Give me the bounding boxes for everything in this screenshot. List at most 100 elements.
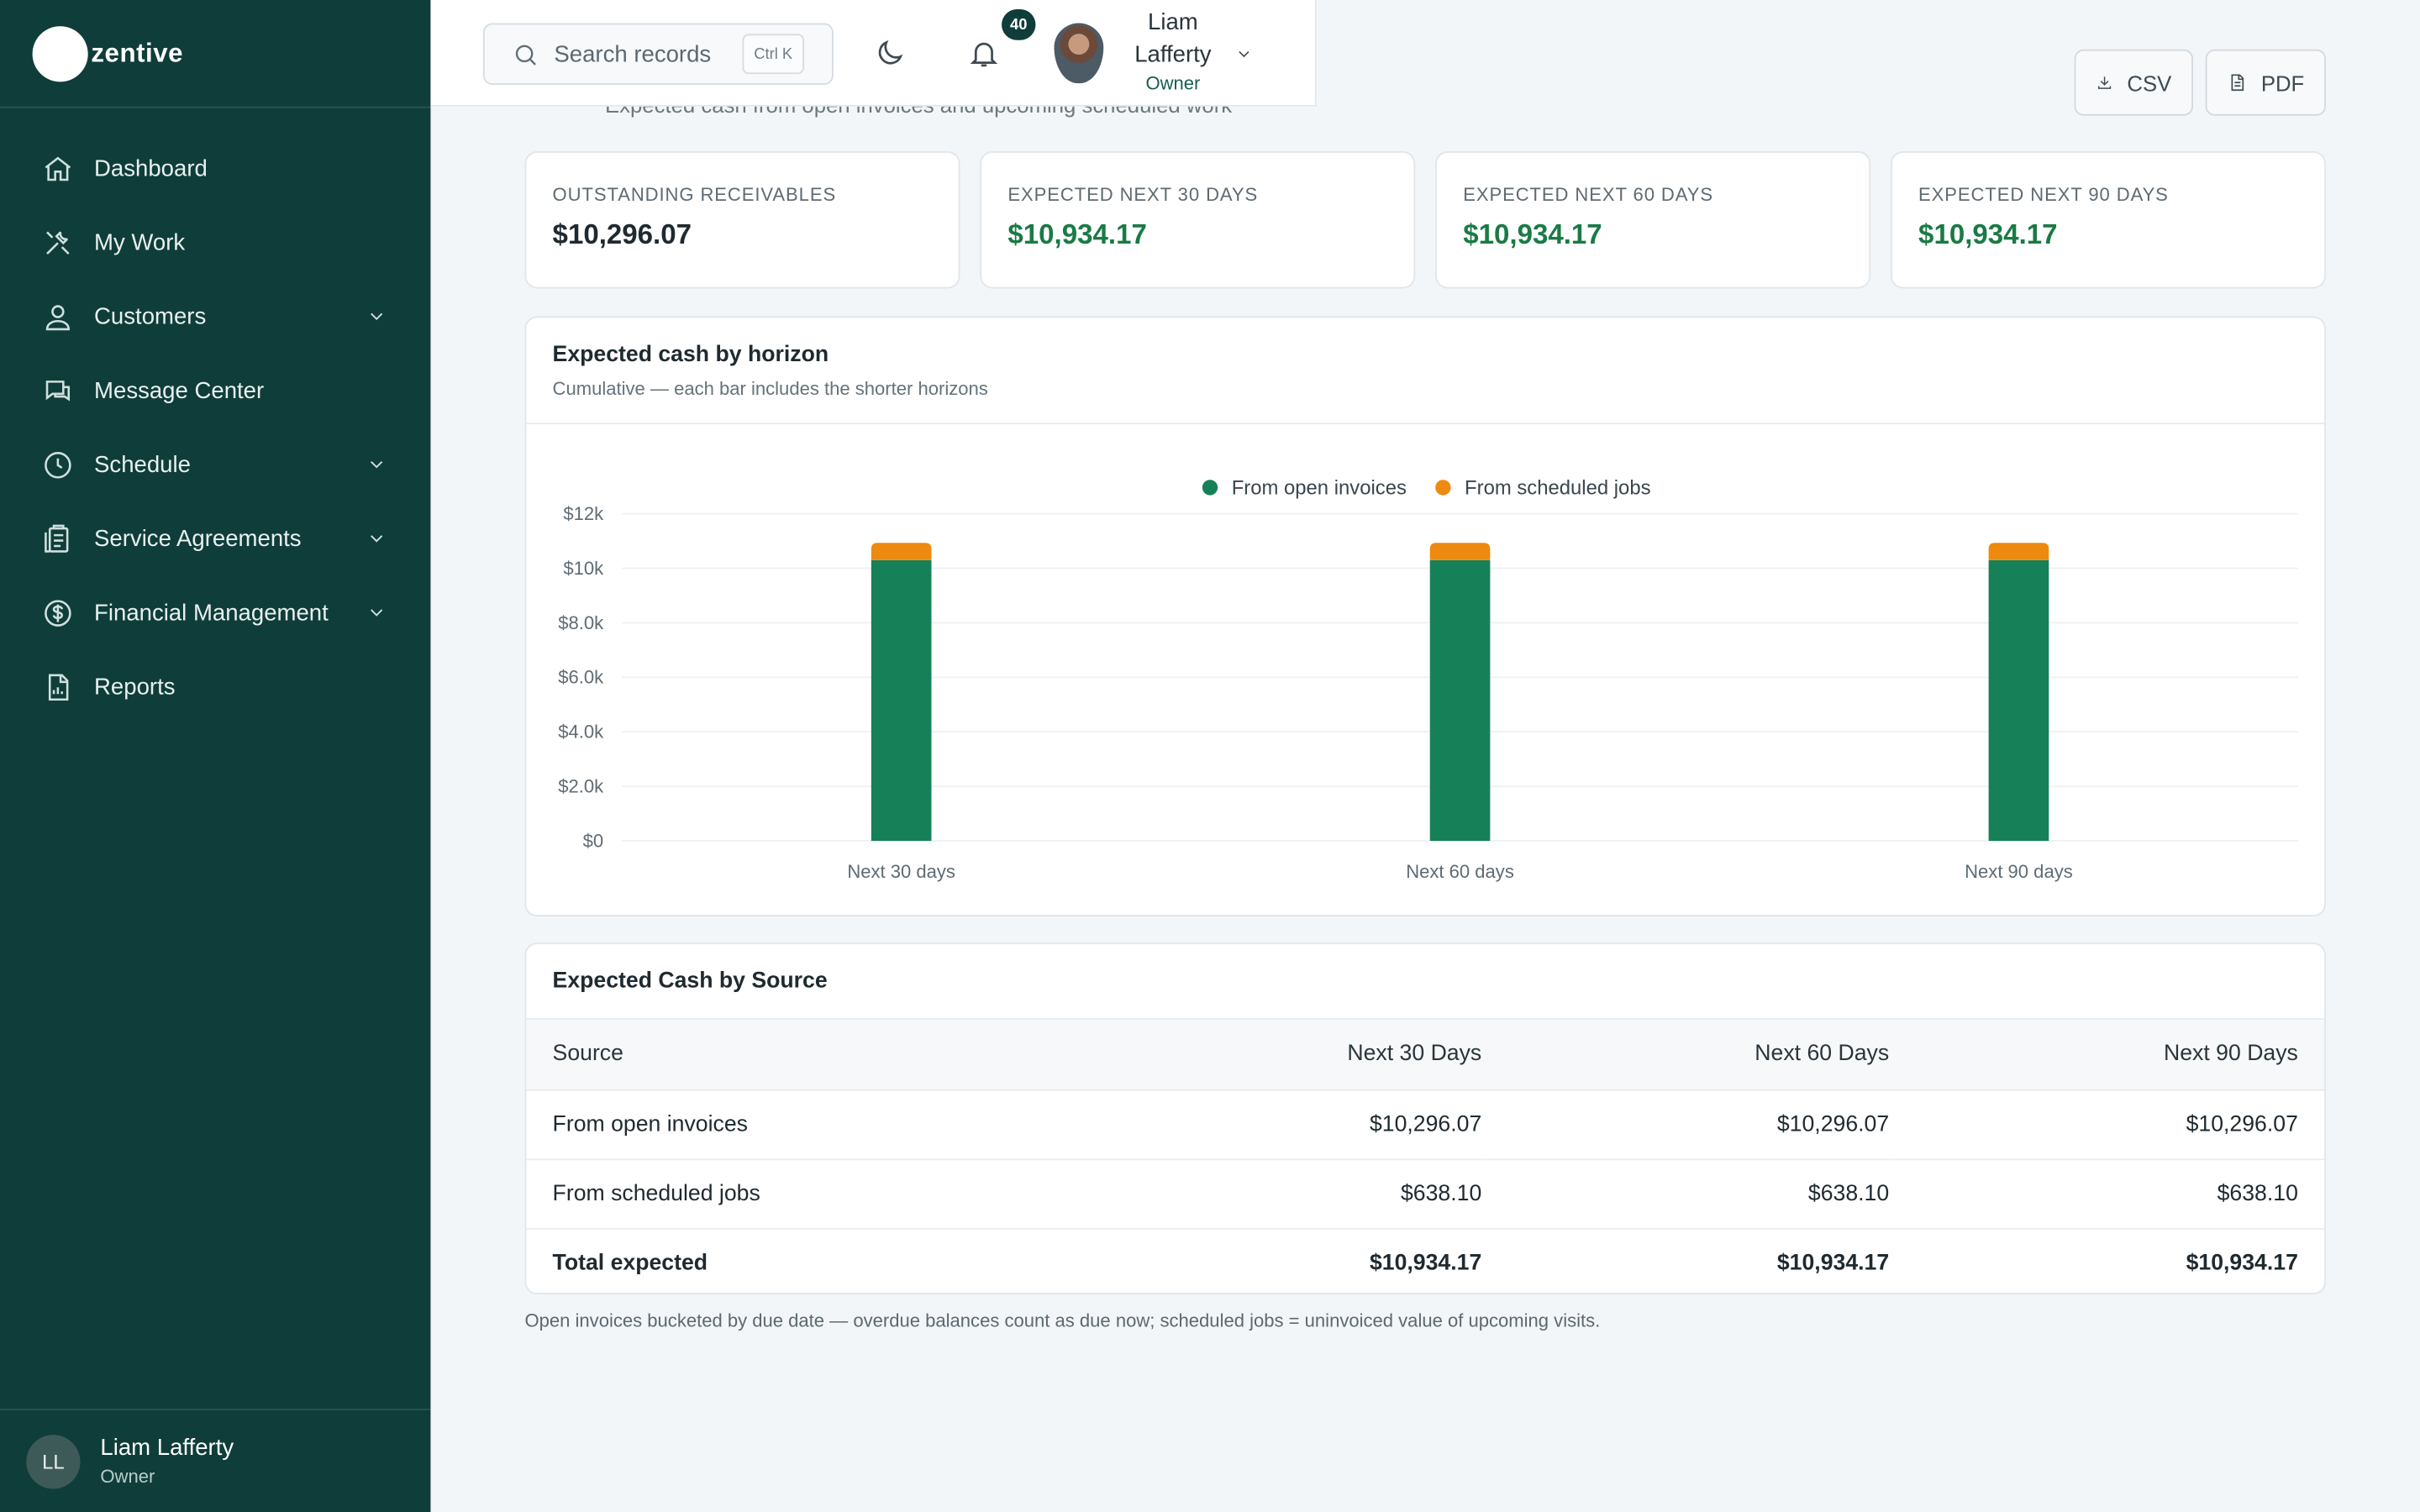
kpi-value: $10,934.17 — [1007, 218, 1147, 250]
search-input[interactable]: Search records Ctrl K — [482, 23, 834, 86]
table-total-row: Total expected $10,934.17 $10,934.17 $10… — [526, 1228, 2324, 1293]
column-header: Source — [526, 1020, 1082, 1090]
sidebar-item-financial-management[interactable]: Financial Management — [0, 575, 430, 649]
sidebar-item-service-agreements[interactable]: Service Agreements — [0, 501, 430, 575]
table-cell: $10,934.17 — [1776, 1251, 1890, 1276]
search-shortcut: Ctrl K — [742, 34, 804, 75]
sidebar-user-name: Liam Lafferty — [100, 1435, 234, 1462]
avatar: LL — [26, 1434, 81, 1488]
chart-title: Expected cash by horizon — [552, 342, 829, 368]
sidebar-item-dashboard[interactable]: Dashboard — [0, 131, 430, 205]
chevron-down-icon[interactable] — [366, 454, 387, 475]
table-cell: From open invoices — [526, 1089, 1082, 1160]
column-header: Next 30 Days — [1081, 1020, 1482, 1090]
sidebar-item-my-work[interactable]: My Work — [0, 205, 430, 279]
search-placeholder: Search records — [554, 40, 712, 67]
chevron-down-icon[interactable] — [366, 306, 387, 328]
stacked-bar-chart: $0 $2.0k $4.0k $6.0k $8.0k $10k $12k From open … — [558, 477, 2298, 882]
sidebar-item-label: Schedule — [94, 451, 191, 478]
sidebar-nav: Dashboard My Work Customers Message Cent… — [0, 131, 430, 723]
chevron-down-icon[interactable] — [366, 528, 387, 549]
dollar-icon — [40, 596, 74, 629]
sidebar-item-customers[interactable]: Customers — [0, 279, 430, 353]
chart-card: Expected cash by horizon Cumulative — ea… — [524, 316, 2326, 917]
bar-segment-open-invoices — [1429, 559, 1491, 842]
brand-logo — [32, 25, 88, 81]
home-icon — [40, 151, 74, 185]
sidebar-item-label: Message Center — [94, 377, 265, 404]
table-cell: From scheduled jobs — [526, 1158, 1082, 1229]
expected-cash-table-card: Expected Cash by Source Source Next 30 D… — [524, 942, 2326, 1295]
kpi-expected-60-days: EXPECTED NEXT 60 DAYS $10,934.17 — [1435, 151, 1871, 289]
y-tick-label: $10k — [563, 558, 604, 579]
sidebar-user[interactable]: LL Liam Lafferty Owner — [0, 1408, 431, 1512]
search-icon — [515, 44, 536, 65]
tools-icon — [40, 225, 74, 259]
kpi-label: EXPECTED NEXT 30 DAYS — [1007, 183, 1259, 206]
users-icon — [40, 299, 74, 333]
brand[interactable]: zentive — [0, 0, 431, 108]
table-cell: $10,934.17 — [1369, 1251, 1482, 1276]
bell-icon[interactable] — [968, 37, 1002, 71]
user-menu[interactable]: Liam Lafferty Owner — [1122, 6, 1223, 94]
kpi-value: $10,296.07 — [552, 218, 692, 250]
column-header: Next 90 Days — [1889, 1020, 2325, 1090]
y-tick-label: $0 — [583, 830, 604, 851]
export-pdf-label: PDF — [2260, 70, 2305, 95]
table-cell: $10,296.07 — [1081, 1089, 1482, 1160]
sidebar-item-reports[interactable]: Reports — [0, 649, 430, 723]
y-tick-label: $4.0k — [558, 722, 604, 743]
bar-segment-scheduled-jobs — [1988, 543, 2049, 560]
report-icon — [40, 669, 74, 703]
legend-swatch — [1202, 480, 1218, 496]
export-pdf-button[interactable]: PDF — [2205, 49, 2326, 116]
bar-segment-open-invoices — [1988, 559, 2049, 842]
legend-label: From scheduled jobs — [1465, 477, 1651, 500]
sidebar-item-label: Customers — [94, 302, 207, 330]
x-tick-label: Next 90 days — [1965, 861, 2073, 882]
brand-name: zentive — [91, 38, 184, 67]
clock-icon — [40, 448, 74, 481]
notification-badge: 40 — [1002, 9, 1036, 40]
table-cell: $638.10 — [1481, 1158, 1890, 1229]
bar-segment-scheduled-jobs — [1429, 543, 1491, 560]
x-tick-label: Next 30 days — [847, 861, 955, 882]
sidebar-item-label: Service Agreements — [94, 525, 302, 552]
kpi-label: EXPECTED NEXT 90 DAYS — [1918, 183, 2169, 206]
chevron-down-icon[interactable] — [1234, 43, 1253, 61]
kpi-expected-30-days: EXPECTED NEXT 30 DAYS $10,934.17 — [980, 151, 1416, 289]
y-tick-label: $2.0k — [558, 775, 604, 796]
legend-swatch — [1435, 480, 1451, 496]
sidebar-item-label: Reports — [94, 673, 176, 700]
table-cell: $10,296.07 — [1889, 1089, 2325, 1160]
footnote: Open invoices bucketed by due date — ove… — [524, 1310, 1601, 1332]
avatar[interactable] — [1054, 23, 1104, 84]
table-cell: $638.10 — [1081, 1158, 1482, 1229]
export-csv-label: CSV — [2127, 70, 2172, 95]
sidebar: zentive Dashboard My Work Customers Mess… — [0, 0, 431, 1512]
y-tick-label: $8.0k — [558, 612, 604, 633]
table-cell: $10,296.07 — [1481, 1089, 1890, 1160]
sidebar-item-schedule[interactable]: Schedule — [0, 428, 430, 501]
kpi-value: $10,934.17 — [1918, 218, 2058, 250]
legend-label: From open invoices — [1232, 477, 1407, 500]
y-tick-label: $12k — [563, 503, 604, 524]
kpi-value: $10,934.17 — [1463, 218, 1602, 250]
sidebar-item-label: My Work — [94, 228, 186, 255]
export-csv-button[interactable]: CSV — [2074, 49, 2194, 116]
clipboard-icon — [40, 522, 74, 555]
moon-icon[interactable] — [874, 37, 908, 71]
table-header-row: Source Next 30 Days Next 60 Days Next 90… — [526, 1020, 2325, 1090]
x-tick-label: Next 60 days — [1406, 861, 1514, 882]
table-cell: $10,934.17 — [2186, 1251, 2298, 1276]
chevron-down-icon[interactable] — [366, 601, 387, 623]
chat-icon — [40, 373, 74, 407]
expected-cash-table: Source Next 30 Days Next 60 Days Next 90… — [526, 1020, 2325, 1293]
user-first-name: Liam — [1148, 9, 1198, 36]
y-tick-label: $6.0k — [558, 667, 604, 688]
user-last-name: Lafferty — [1134, 41, 1212, 68]
table-row: From scheduled jobs $638.10 $638.10 $638… — [526, 1158, 2325, 1229]
sidebar-item-message-center[interactable]: Message Center — [0, 354, 430, 428]
sidebar-user-role: Owner — [100, 1465, 155, 1488]
table-cell: $638.10 — [1889, 1158, 2325, 1229]
